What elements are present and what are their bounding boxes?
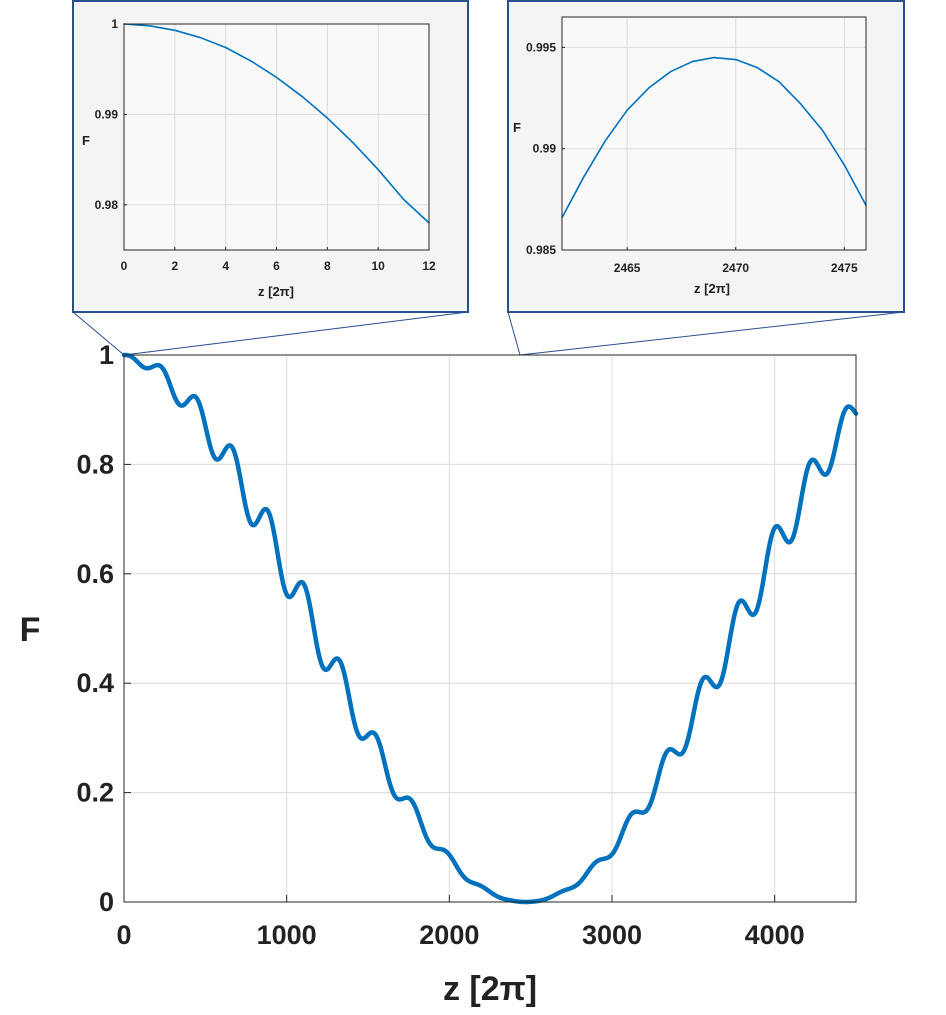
inset_left-x-tick-label: 8 — [324, 259, 331, 273]
main-y-tick-label: 0.2 — [76, 778, 114, 808]
main-x-tick-label: 0 — [116, 920, 131, 950]
inset-left-y-axis-label: F — [82, 133, 90, 148]
inset_right-x-tick-label: 2475 — [831, 261, 858, 275]
main-x-axis-label: z [2π] — [443, 970, 537, 1008]
inset_left-series-line — [123, 23, 430, 224]
connector-line — [519, 311, 905, 356]
inset-right-y-axis-label: F — [513, 120, 521, 135]
inset-right-chart: 2465 2470 2475 0.985 0.99 0.995 z [2π] F — [513, 16, 867, 296]
inset_left-x-tick-label: 4 — [222, 259, 229, 273]
connector-line — [72, 311, 125, 356]
main-y-tick-label: 0.8 — [76, 449, 114, 479]
main-y-tick-label: 0 — [99, 887, 114, 917]
main-y-axis-label: F — [20, 611, 41, 649]
main-y-tick-label: 1 — [99, 340, 114, 370]
inset_left-x-tick-label: 10 — [371, 259, 385, 273]
main-series-line — [121, 352, 859, 905]
main-x-tick-label: 1000 — [257, 920, 317, 950]
connector-line — [507, 311, 521, 356]
main-y-tick-label: 0.4 — [76, 668, 114, 698]
inset-right-x-axis-label: z [2π] — [694, 281, 730, 296]
inset-right-plot-area — [562, 17, 866, 250]
inset_right-x-tick-label: 2465 — [614, 261, 641, 275]
inset-left-chart: 0 2 4 6 8 10 12 0.98 0.99 1 z [2π] F — [82, 17, 436, 299]
inset_right-y-tick-label: 0.99 — [533, 142, 557, 156]
inset-connectors — [72, 311, 905, 356]
inset_right-y-tick-label: 0.985 — [526, 243, 556, 257]
inset_left-y-tick-label: 0.98 — [95, 198, 119, 212]
main-x-tick-label: 3000 — [582, 920, 642, 950]
inset_right-series-line — [561, 56, 867, 219]
inset-right-axes-box — [561, 16, 867, 251]
inset_left-x-tick-label: 6 — [273, 259, 280, 273]
connector-line — [123, 311, 469, 356]
main-axes-box — [123, 354, 857, 903]
main-x-tick-label: 2000 — [419, 920, 479, 950]
inset_right-x-tick-label: 2470 — [722, 261, 749, 275]
inset-left-x-axis-label: z [2π] — [258, 284, 294, 299]
main-chart: 0 1000 2000 3000 4000 00.20.40.60.81 z [2π] … — [20, 340, 859, 1008]
inset_left-y-tick-label: 0.99 — [95, 107, 119, 121]
main-plot-area — [124, 355, 856, 902]
main-y-tick-label: 0.6 — [76, 559, 114, 589]
inset_left-x-tick-label: 2 — [171, 259, 178, 273]
inset_left-y-tick-label: 1 — [111, 17, 118, 31]
main-x-tick-label: 4000 — [745, 920, 805, 950]
inset_left-x-tick-label: 0 — [121, 259, 128, 273]
inset_left-x-tick-label: 12 — [422, 259, 436, 273]
inset_right-y-tick-label: 0.995 — [526, 40, 556, 54]
